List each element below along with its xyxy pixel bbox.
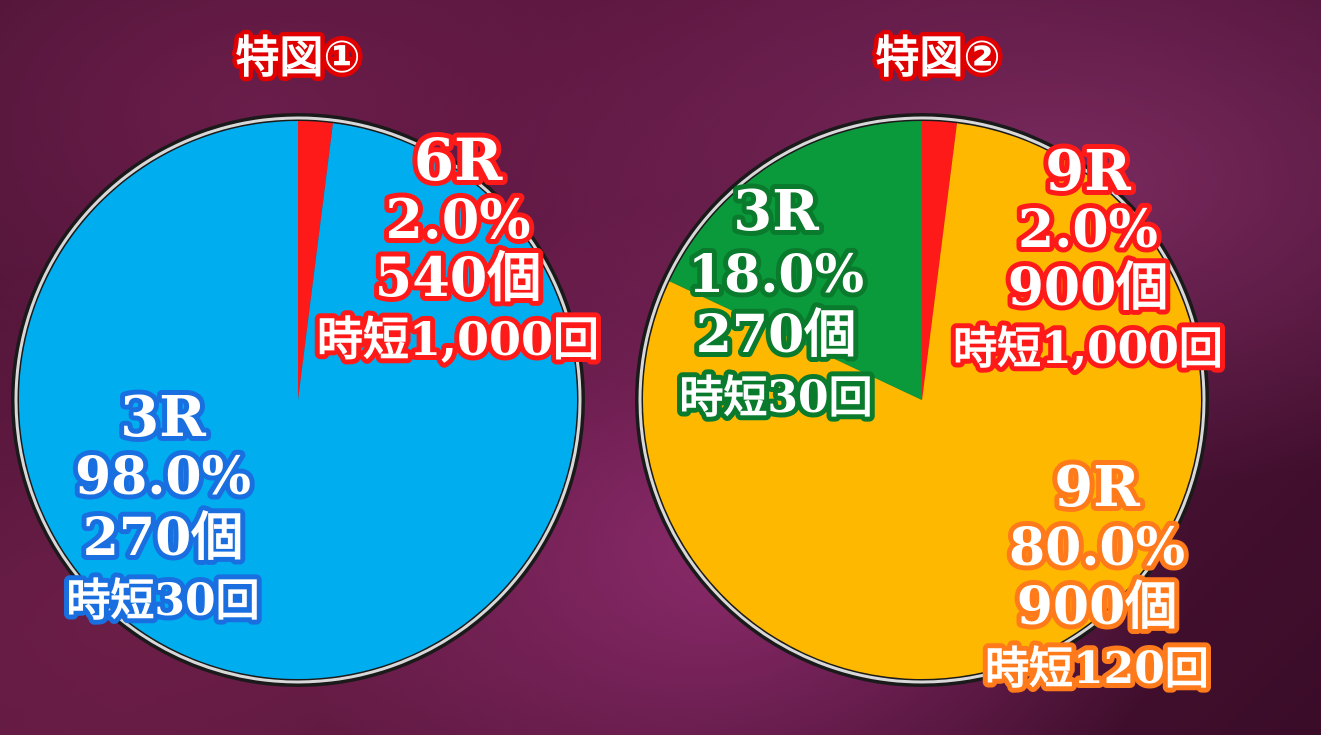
chart-2-rim-highlight [638, 116, 1206, 684]
chart-1-slice-1-balls: 540個 [375, 245, 542, 309]
chart-2-slice-2-balls: 900個 [1017, 576, 1178, 637]
chart-1-label-6r: 6R 2.0% 540個 時短1,000回 [312, 121, 604, 371]
chart-1-label-3r: 3R 98.0% 270個 時短30回 [61, 379, 264, 631]
chart-2-slice-2-percent: 80.0% [1009, 517, 1185, 578]
pie-chart-2: 特図② 9R 2.0% 900個 時短1,000回 3R 18.0% 270個 … [635, 28, 1228, 699]
chart-1-slices [19, 121, 578, 679]
chart-2-slice-2 [642, 123, 1201, 679]
chart-2-label-9r-small: 9R 2.0% 900個 時短1,000回 [948, 133, 1228, 379]
chart-2-slice-3-jitan: 時短30回 [679, 372, 872, 423]
chart-1-slice-2-percent: 98.0% [75, 446, 251, 507]
chart-2-label-9r-large: 9R 80.0% 900個 時短120回 [980, 449, 1214, 699]
chart-2-slice-3-round: 3R [733, 178, 819, 244]
chart-2-label-3r: 3R 18.0% 270個 時短30回 [674, 173, 877, 428]
chart-2-title: 特図② [875, 32, 1000, 83]
chart-1-slice-2-round: 3R [120, 384, 206, 450]
chart-1-slice-1 [298, 121, 333, 400]
pie-chart-1: 特図① 6R 2.0% 540個 時短1,000回 3R 98.0% 270個 … [11, 28, 604, 687]
chart-1-rim-highlight [14, 116, 582, 684]
chart-1-slice-2-jitan: 時短30回 [66, 575, 259, 626]
chart-1-slice-2 [19, 121, 578, 679]
chart-2-slice-1-jitan: 時短1,000回 [953, 323, 1223, 374]
chart-2-slice-2-round: 9R [1054, 454, 1140, 520]
chart-2-slice-1 [922, 121, 957, 400]
chart-2-slice-1-round: 9R [1045, 138, 1131, 204]
chart-2-slice-3 [669, 121, 922, 400]
chart-1-slice-1-percent: 2.0% [385, 187, 530, 251]
chart-2-slice-2-jitan: 時短120回 [985, 643, 1209, 694]
chart-2-slice-1-balls: 900個 [1008, 257, 1169, 318]
chart-2-slices [642, 121, 1201, 679]
chart-2-slice-3-percent: 18.0% [688, 244, 864, 305]
chart-1-title: 特図① [235, 32, 360, 83]
chart-1-slice-1-jitan: 時短1,000回 [317, 312, 599, 366]
chart-2-slice-1-percent: 2.0% [1018, 199, 1158, 260]
chart-2-slice-3-balls: 270個 [696, 304, 857, 365]
chart-1-slice-2-balls: 270個 [83, 507, 244, 568]
chart-1-slice-1-round: 6R [414, 126, 503, 194]
